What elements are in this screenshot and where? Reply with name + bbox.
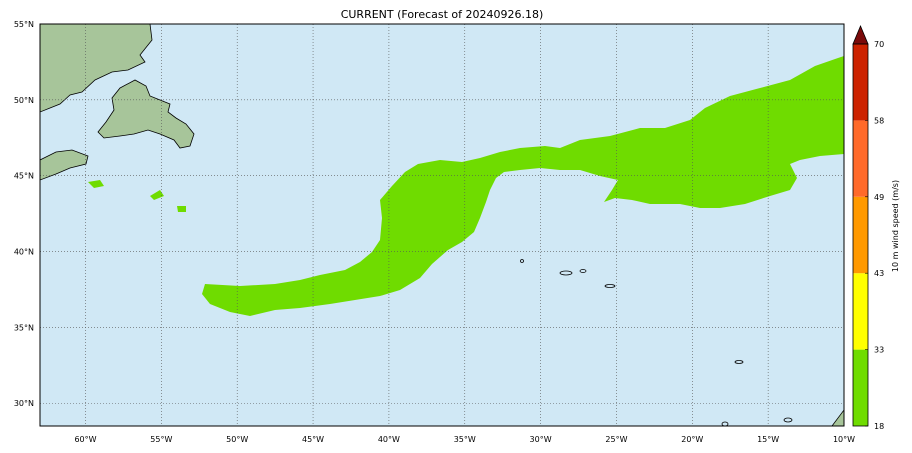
land-iberia-edge [831, 409, 844, 426]
wind-field-small-2 [177, 206, 186, 212]
island-azores-2 [579, 269, 587, 273]
map-frame [39, 23, 845, 427]
wind-field-main [202, 56, 844, 316]
colorbar-segment [853, 44, 868, 121]
lon-tick-label: 55°W [150, 435, 172, 444]
colorbar: 18 33 43 49 58 70 [852, 24, 884, 431]
colorbar-segment [853, 273, 868, 350]
lon-tick-label: 20°W [681, 435, 703, 444]
wind-field-small-1 [150, 190, 164, 200]
land-nova-scotia [40, 149, 89, 181]
lon-tick-label: 15°W [757, 435, 779, 444]
latitude-labels: 55°N 50°N 45°N 40°N 35°N 30°N [14, 20, 34, 408]
lon-tick-label: 35°W [454, 435, 476, 444]
colorbar-tick-label: 70 [874, 40, 884, 49]
island-madeira [734, 360, 744, 364]
colorbar-label: 10 m wind speed (m/s) [891, 180, 900, 272]
longitude-labels: 60°W 55°W 50°W 45°W 40°W 35°W 30°W 25°W 20°W 15°W… [74, 435, 855, 444]
lon-tick-label: 60°W [74, 435, 96, 444]
island-azores-1 [559, 270, 573, 276]
colorbar-tick-label: 58 [874, 116, 884, 125]
land-sable-island [88, 180, 104, 188]
lon-tick-label: 30°W [530, 435, 552, 444]
gridlines [40, 24, 844, 426]
lon-tick-label: 10°W [833, 435, 855, 444]
colorbar-tick-label: 33 [874, 346, 884, 355]
colorbar-segment [853, 120, 868, 197]
wind-field-small-3 [830, 96, 844, 106]
lon-tick-label: 40°W [378, 435, 400, 444]
lat-tick-label: 50°N [14, 96, 34, 105]
island-azores-3 [604, 284, 616, 288]
colorbar-tick-label: 18 [874, 422, 884, 431]
island-canary-1 [783, 417, 793, 423]
colorbar-segment [853, 349, 868, 426]
lon-tick-label: 45°W [302, 435, 324, 444]
colorbar-border [852, 43, 869, 427]
land-newfoundland [97, 79, 195, 149]
island-canary-2 [721, 421, 729, 426]
lon-tick-label: 50°W [226, 435, 248, 444]
colorbar-tick-label: 49 [874, 193, 884, 202]
colorbar-tick-label: 43 [874, 269, 884, 278]
lat-tick-label: 35°N [14, 323, 34, 332]
colorbar-segment [853, 196, 868, 274]
land-labrador [40, 24, 153, 113]
lat-tick-label: 30°N [14, 399, 34, 408]
colorbar-extend-arrow [852, 24, 869, 45]
lat-tick-label: 45°N [14, 172, 34, 181]
map-title: CURRENT (Forecast of 20240926.18) [340, 8, 544, 21]
lat-tick-label: 55°N [14, 20, 34, 29]
lat-tick-label: 40°N [14, 248, 34, 257]
lon-tick-label: 25°W [605, 435, 627, 444]
island-azores-4 [520, 259, 524, 263]
